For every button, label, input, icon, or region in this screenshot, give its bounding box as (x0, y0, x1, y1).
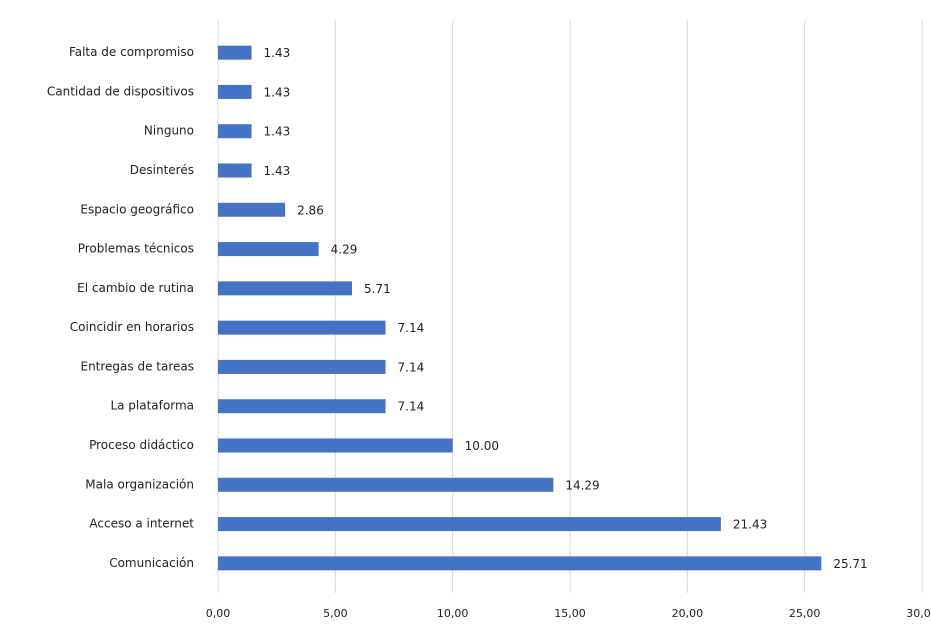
bar (218, 163, 252, 178)
data-label: 4.29 (331, 243, 358, 257)
y-tick-label: Proceso didáctico (89, 438, 194, 452)
bar (218, 320, 386, 335)
x-tick-label: 20,00 (672, 607, 704, 620)
data-label: 7.14 (398, 360, 425, 374)
bar (218, 45, 252, 60)
bar (218, 281, 352, 296)
y-tick-label: Falta de compromiso (69, 45, 194, 59)
y-tick-label: Mala organización (85, 477, 194, 491)
bar (218, 242, 319, 257)
bar (218, 556, 822, 571)
x-tick-label: 15,00 (554, 607, 586, 620)
y-tick-label: Desinterés (130, 163, 194, 177)
bar (218, 124, 252, 139)
y-tick-label: Ninguno (144, 124, 194, 138)
y-tick-label: Comunicación (109, 556, 194, 570)
x-tick-label: 5,00 (323, 607, 348, 620)
data-label: 5.71 (364, 282, 391, 296)
data-label: 1.43 (264, 85, 291, 99)
data-label: 10.00 (465, 439, 499, 453)
bar (218, 517, 721, 532)
data-label: 7.14 (398, 321, 425, 335)
y-tick-label: Problemas técnicos (78, 242, 194, 256)
bar (218, 202, 286, 217)
data-label: 1.43 (264, 164, 291, 178)
data-label: 25.71 (833, 557, 867, 571)
bar (218, 399, 386, 414)
x-tick-label: 0,00 (206, 607, 231, 620)
y-tick-label: El cambio de rutina (77, 281, 194, 295)
bar (218, 84, 252, 99)
y-tick-label: Coincidir en horarios (70, 320, 194, 334)
bar (218, 477, 554, 492)
data-label: 1.43 (264, 46, 291, 60)
x-tick-label: 10,00 (437, 607, 469, 620)
data-label: 14.29 (565, 478, 599, 492)
data-label: 1.43 (264, 125, 291, 139)
y-tick-label: Espacio geográfico (80, 202, 194, 216)
bar (218, 359, 386, 374)
data-label: 21.43 (733, 518, 767, 532)
x-tick-label: 30,00 (906, 607, 931, 620)
data-label: 7.14 (398, 400, 425, 414)
y-tick-label: Acceso a internet (89, 517, 194, 531)
data-label: 2.86 (297, 203, 324, 217)
y-tick-label: La plataforma (110, 399, 194, 413)
bar (218, 438, 453, 453)
y-tick-label: Cantidad de dispositivos (47, 84, 194, 98)
y-tick-label: Entregas de tareas (80, 359, 194, 373)
x-tick-label: 25,00 (789, 607, 821, 620)
